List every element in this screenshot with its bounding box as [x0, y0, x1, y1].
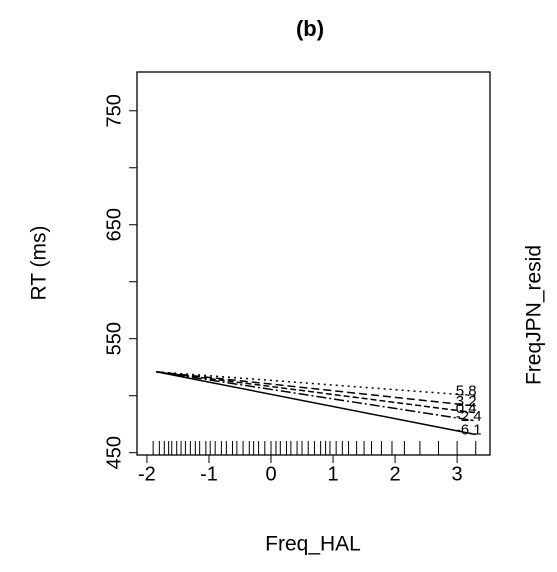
plot-frame [136, 71, 491, 456]
line-label: -6.1 [456, 421, 482, 438]
y-tick-label: 750 [103, 94, 125, 127]
line-label: -2.4 [456, 408, 482, 425]
line-label: 5.8 [456, 383, 477, 400]
line-label: 0.4 [456, 400, 477, 417]
x-tick-label: 0 [265, 463, 276, 485]
y-tick-label: 550 [103, 322, 125, 355]
legend-title: FreqJPN_resid [523, 245, 546, 385]
y-tick-label: 650 [103, 208, 125, 241]
series-line [156, 371, 476, 407]
y-tick-label: 450 [103, 436, 125, 469]
x-tick-label: -1 [200, 463, 218, 485]
series-line [156, 371, 476, 397]
series-line [156, 371, 476, 414]
line-label: 3.2 [456, 393, 477, 410]
x-tick-label: 1 [327, 463, 338, 485]
x-tick-label: 2 [390, 463, 401, 485]
series-line [156, 371, 476, 436]
y-axis-label: RT (ms) [28, 225, 51, 300]
chart-title: (b) [296, 16, 324, 41]
x-tick-label: -2 [138, 463, 156, 485]
x-axis-label: Freq_HAL [265, 533, 361, 556]
x-tick-label: 3 [452, 463, 463, 485]
series-line [156, 371, 476, 422]
